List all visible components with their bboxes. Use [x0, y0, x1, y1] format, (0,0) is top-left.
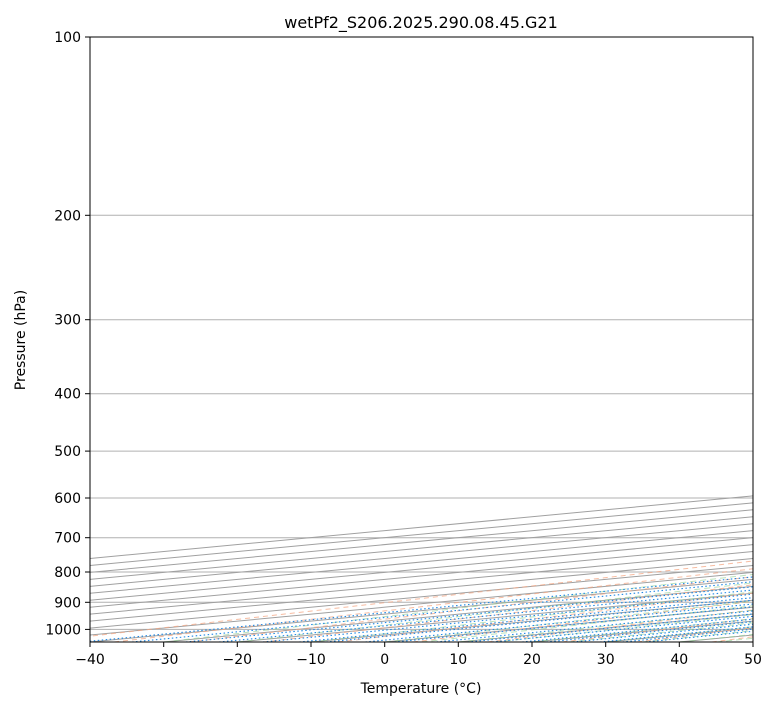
x-tick-label: 0 [380, 652, 389, 668]
plot-border [89, 36, 754, 643]
isotherm-line [752, 641, 753, 642]
y-tick-label: 700 [54, 531, 81, 547]
y-tick-label: 300 [54, 313, 81, 329]
y-tick-label: 200 [54, 208, 81, 224]
moist-adiabat-line [642, 630, 753, 642]
y-tick-label: 800 [54, 565, 81, 581]
isotherm-line [310, 599, 753, 642]
x-tick-label: 10 [449, 652, 467, 668]
x-axis-title: Temperature (°C) [360, 681, 482, 697]
mixing-ratio-line [262, 593, 753, 642]
isotherm-line [90, 537, 753, 601]
isotherm-line [90, 516, 753, 580]
isotherm-line [90, 571, 753, 636]
x-tick-label: −20 [223, 652, 253, 668]
moist-adiabat-line [421, 605, 753, 642]
isotherm-line [90, 523, 753, 587]
y-tick-label: 600 [54, 491, 81, 507]
y-axis-title: Pressure (hPa) [13, 290, 29, 390]
mixing-ratio-line [185, 586, 753, 642]
isotherm-line [531, 620, 753, 642]
moist-adiabat-line [531, 618, 753, 642]
moist-adiabat-line [679, 633, 753, 642]
plot-frame [89, 36, 754, 643]
x-tick-label: 30 [597, 652, 615, 668]
dry-adiabat-line [90, 560, 753, 637]
isotherm-line [605, 627, 753, 642]
isotherm-line [90, 502, 753, 566]
moist-adiabat-line [716, 637, 753, 642]
isotherm-line [90, 495, 753, 560]
x-tick-label: 20 [523, 652, 541, 668]
x-tick-label: −10 [296, 652, 326, 668]
mixing-ratio-line [645, 630, 753, 642]
plot-area: 0.10.20.40.611.52346810131620253036-100-… [90, 37, 753, 642]
axes: −40 −30 −20 −10 0 10 20 30 40 50 100 200 300 400 500 60… [45, 30, 762, 668]
mixing-ratio-line [572, 623, 753, 642]
moist-adiabat-line [605, 626, 753, 642]
moist-adiabat-line [458, 609, 753, 642]
mixing-ratio-line [218, 589, 753, 642]
y-tick-label: 900 [54, 595, 81, 611]
dry-adiabat-line [412, 600, 753, 642]
isotherm-line [90, 530, 753, 594]
moist-adiabat-line [310, 591, 753, 642]
y-tick-label: 400 [54, 387, 81, 403]
x-tick-label: −40 [75, 652, 105, 668]
dry-adiabat-line [114, 568, 753, 642]
isotherm-line [90, 578, 753, 642]
moist-adiabat-line [568, 622, 753, 642]
isotherm-line [384, 606, 753, 642]
mixing-ratio-line [90, 576, 753, 642]
dry-adiabat-line [711, 636, 753, 642]
y-tick-label: 100 [54, 30, 81, 46]
x-tick-label: −30 [149, 652, 179, 668]
isotherm-line [679, 634, 753, 642]
dry-adiabat-line [263, 584, 753, 642]
x-tick-label: 40 [670, 652, 688, 668]
mixing-ratio-line [131, 581, 753, 642]
isotherm-line [90, 509, 753, 573]
dry-adiabat-line [636, 627, 753, 642]
y-tick-label: 1000 [45, 622, 81, 638]
dry-adiabat-line [562, 618, 753, 642]
chart-title: wetPf2_S206.2025.290.08.45.G21 [284, 13, 558, 33]
x-tick-label: 50 [744, 652, 762, 668]
isotherm-line [458, 613, 753, 642]
dry-adiabat-line [338, 592, 753, 642]
y-tick-label: 500 [54, 444, 81, 460]
moist-adiabat-line [384, 600, 753, 642]
